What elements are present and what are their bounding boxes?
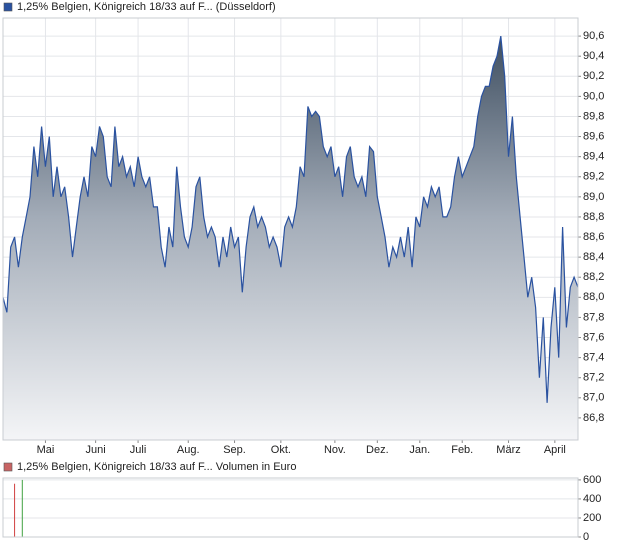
plot-frame [2,17,579,441]
x-tick-label: Feb. [451,444,473,456]
y-tick-label: 87,0 [583,392,604,404]
y-tick-label: 87,4 [583,352,604,364]
y-tick-label: 88,6 [583,231,604,243]
y-tick-label: 90,6 [583,30,604,42]
plot-area [3,478,578,537]
y-tick-label: 90,2 [583,70,604,82]
x-tick-label: Aug. [177,444,200,456]
y-tick-label: 88,8 [583,211,604,223]
x-tick-label: März [496,444,520,456]
plot-frame [2,477,579,538]
y-tick-label: 600 [583,474,601,486]
legend-label: 1,25% Belgien, Königreich 18/33 auf F...… [17,461,296,473]
y-tick-label: 89,4 [583,151,604,163]
y-tick-label: 89,2 [583,171,604,183]
price-line [2,35,579,403]
x-tick-label: April [544,444,566,456]
y-tick-label: 90,0 [583,90,604,102]
x-tick-label: Nov. [324,444,346,456]
x-tick-label: Juni [86,444,106,456]
y-tick-label: 88,2 [583,271,604,283]
x-tick-label: Mai [37,444,55,456]
y-tick-label: 400 [583,493,601,505]
x-tick-label: Jan. [409,444,430,456]
legend-swatch [3,2,13,12]
legend-label: 1,25% Belgien, Königreich 18/33 auf F...… [17,1,276,13]
y-tick-label: 90,4 [583,50,604,62]
y-tick-label: 88,0 [583,291,604,303]
area-fill [3,36,578,440]
y-tick-label: 87,2 [583,372,604,384]
y-tick-label: 86,8 [583,412,604,424]
x-tick-label: Sep. [223,444,246,456]
y-tick-label: 88,4 [583,251,604,263]
x-tick-label: Juli [130,444,147,456]
y-tick-label: 0 [583,531,589,543]
x-tick-label: Okt. [271,444,291,456]
legend-swatch [3,462,13,472]
y-tick-label: 200 [583,512,601,524]
x-tick-label: Dez. [366,444,389,456]
y-tick-label: 89,8 [583,110,604,122]
y-tick-label: 87,6 [583,331,604,343]
y-tick-label: 89,6 [583,130,604,142]
y-tick-label: 89,0 [583,191,604,203]
y-tick-label: 87,8 [583,311,604,323]
